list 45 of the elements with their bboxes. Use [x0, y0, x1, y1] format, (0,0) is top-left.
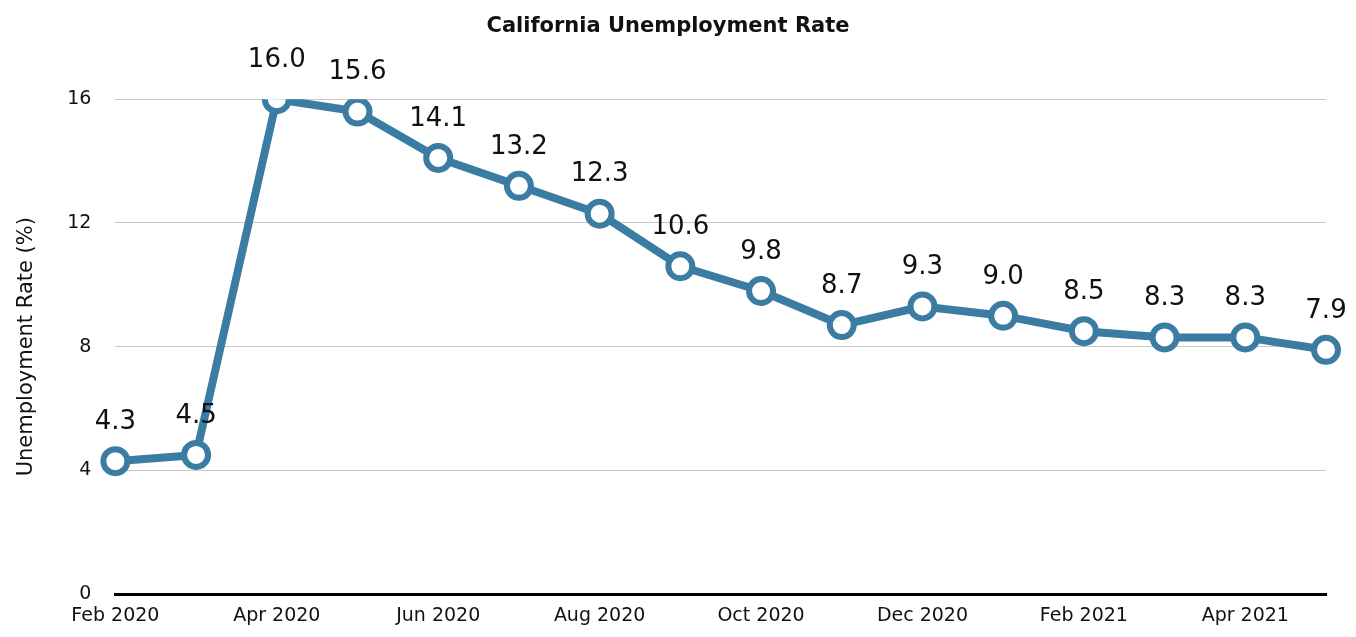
y-tick-label: 0 [79, 581, 92, 604]
point [1068, 316, 1099, 347]
y-tick-label: 12 [67, 209, 92, 232]
y-tick-label: 16 [67, 86, 92, 109]
data-label: 9.0 [982, 259, 1024, 290]
point [746, 276, 777, 307]
x-tick-label: Feb 2021 [1039, 602, 1128, 625]
point [100, 446, 131, 477]
point [1311, 334, 1341, 365]
data-label: 9.8 [740, 234, 782, 265]
data-label: 8.7 [821, 268, 863, 299]
point [423, 142, 454, 173]
data-label: 8.5 [1063, 274, 1105, 305]
data-label: 10.6 [651, 210, 710, 241]
point [503, 170, 534, 201]
data-label: 9.3 [901, 250, 944, 281]
chart-title: California Unemployment Rate [486, 13, 850, 38]
point [342, 99, 373, 127]
point [584, 198, 615, 229]
point [988, 300, 1019, 331]
x-tick-label: Apr 2021 [1201, 602, 1289, 625]
data-label: 15.6 [328, 55, 387, 86]
point [907, 291, 938, 322]
point [826, 310, 857, 341]
x-tick-label: Feb 2020 [71, 602, 160, 625]
y-tick-label: 8 [79, 333, 92, 356]
y-axis-title: Unemployment Rate (%) [13, 217, 38, 477]
data-label: 8.3 [1224, 281, 1266, 312]
x-tick-label: Aug 2020 [553, 602, 646, 625]
data-label: 16.0 [247, 42, 306, 73]
point [1230, 322, 1261, 353]
data-label: 13.2 [489, 129, 548, 160]
x-tick-label: Oct 2020 [717, 602, 805, 625]
data-label: 4.3 [94, 404, 137, 435]
data-label: 7.9 [1305, 293, 1347, 324]
data-label: 12.3 [570, 157, 629, 188]
x-tick-label: Jun 2020 [395, 602, 481, 625]
x-tick-label: Apr 2020 [233, 602, 321, 625]
data-label: 8.3 [1143, 281, 1186, 312]
x-tick-label: Dec 2020 [876, 602, 969, 625]
point [1149, 322, 1180, 353]
point [181, 439, 212, 470]
y-tick-label: 4 [79, 457, 92, 480]
data-label: 14.1 [409, 101, 468, 132]
point [665, 251, 696, 282]
